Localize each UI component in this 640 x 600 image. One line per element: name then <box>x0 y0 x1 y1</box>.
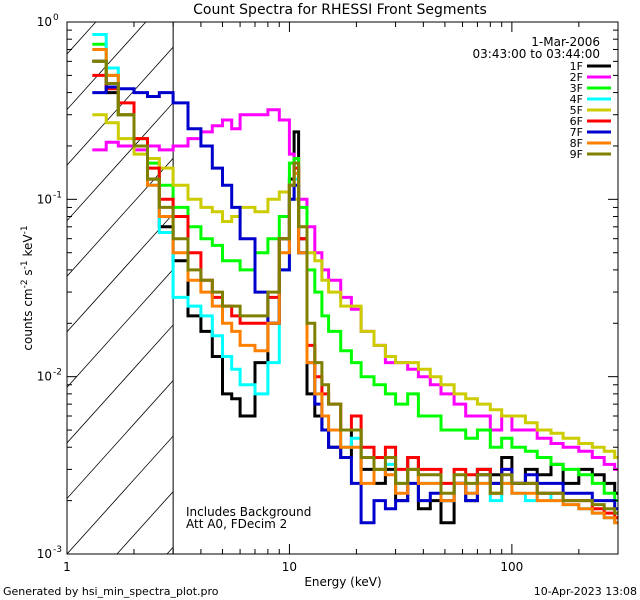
y-tick-label: 10 <box>37 15 52 29</box>
y-tick-label: 10 <box>37 547 52 561</box>
x-tick-label: 10 <box>282 560 297 574</box>
series-line-1f <box>92 59 618 525</box>
series-line-9f <box>92 59 618 515</box>
y-axis-label: counts cm-2 s-1 keV-1 <box>20 225 35 350</box>
hatch-line <box>67 379 174 500</box>
annotation-background: Includes Background <box>186 505 311 519</box>
hatch-line <box>67 435 174 554</box>
series-line-5f <box>92 113 618 459</box>
legend-label-6f: 6F <box>570 115 583 128</box>
hatch-line <box>67 157 174 277</box>
x-tick-label: 100 <box>500 560 523 574</box>
hatched-region <box>67 22 174 554</box>
time-range-label: 03:43:00 to 03:44:00 <box>473 47 600 61</box>
legend-label-4f: 4F <box>570 93 583 106</box>
x-tick-label: 1 <box>63 560 71 574</box>
footer-generator: Generated by hsi_min_spectra_plot.pro <box>3 585 219 598</box>
legend-label-1f: 1F <box>570 60 583 73</box>
legend-label-2f: 2F <box>570 71 583 84</box>
chart-title: Count Spectra for RHESSI Front Segments <box>193 2 487 18</box>
series-line-2f <box>92 108 618 471</box>
series-line-4f <box>92 33 618 525</box>
y-tick-exponent: 0 <box>53 13 59 23</box>
hatch-line <box>67 46 174 166</box>
plot-frame <box>66 21 619 555</box>
legend-label-3f: 3F <box>570 82 583 95</box>
date-label: 1-Mar-2006 <box>531 35 600 49</box>
y-tick-exponent: -3 <box>53 545 62 555</box>
series-line-6f <box>92 73 618 520</box>
footer-timestamp: 10-Apr-2023 13:08 <box>534 585 637 598</box>
legend-label-8f: 8F <box>570 137 583 150</box>
hatch-line <box>67 102 174 222</box>
x-axis-label: Energy (keV) <box>304 575 381 589</box>
annotation-attenuator: Att A0, FDecim 2 <box>186 517 287 531</box>
legend-label-9f: 9F <box>570 148 583 161</box>
y-tick-label: 10 <box>37 192 52 206</box>
y-tick-exponent: -1 <box>53 190 62 200</box>
y-tick-exponent: -2 <box>53 368 62 378</box>
y-tick-label: 10 <box>37 370 52 384</box>
series-line-3f <box>92 42 618 503</box>
hatch-line <box>67 268 174 388</box>
series-line-8f <box>92 48 618 525</box>
legend-label-5f: 5F <box>570 104 583 117</box>
legend-label-7f: 7F <box>570 126 583 139</box>
hatch-line <box>67 213 174 333</box>
hatch-line <box>67 22 97 55</box>
